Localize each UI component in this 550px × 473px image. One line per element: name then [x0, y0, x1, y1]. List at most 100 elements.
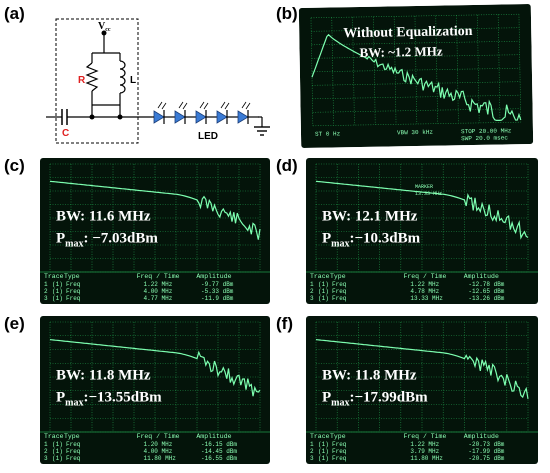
table-cell: 3	[44, 455, 48, 462]
table-cell: 1.22 MHz	[410, 441, 439, 448]
panel-label-d: (d)	[276, 156, 298, 175]
table-cell: Freq	[66, 455, 81, 462]
table-cell: Freq	[332, 448, 347, 455]
table-header: Trace	[44, 433, 64, 440]
led-diode	[174, 110, 186, 124]
grid-line	[311, 54, 520, 59]
table-header: Type	[64, 433, 80, 440]
led-diode	[195, 110, 207, 124]
table-cell: (1)	[318, 281, 329, 288]
table-cell: -13.26 dBm	[468, 295, 504, 302]
panel-label-c: (c)	[4, 156, 25, 175]
table-cell: -16.15 dBm	[201, 441, 237, 448]
table-header: Freq / Time	[137, 433, 180, 440]
table-cell: -20.73 dBm	[468, 441, 504, 448]
table-cell: -9.77 dBm	[201, 281, 234, 288]
pmax-label: Pmax:−17.99dBm	[322, 390, 428, 409]
table-cell: (1)	[52, 448, 63, 455]
table-cell: -17.99 dBm	[468, 448, 504, 455]
pmax-label: Pmax:−13.55dBm	[56, 390, 162, 409]
light-ray	[178, 101, 184, 109]
table-cell: 3	[310, 455, 314, 462]
table-cell: 1	[310, 441, 314, 448]
panel-label-b: (b)	[276, 4, 298, 23]
inductor-label: L	[130, 75, 136, 86]
light-ray	[224, 102, 230, 110]
led-diode	[216, 110, 228, 124]
table-cell: 1.22 MHz	[410, 281, 439, 288]
table-cell: -14.45 dBm	[201, 448, 237, 455]
dashed-box	[55, 18, 139, 144]
table-cell: (1)	[318, 441, 329, 448]
table-header: Amplitude	[196, 273, 231, 280]
grid-line	[393, 16, 397, 125]
grid-line	[312, 94, 521, 100]
table-cell: (1)	[52, 441, 63, 448]
led-label: LED	[198, 131, 218, 142]
scope-f-display: BW: 11.8 MHz Pmax:−17.99dBm Trace Type Freq …	[306, 316, 538, 464]
scope-c-display: BW: 11.6 MHz Pmax: −7.03dBm Trace Type Freq …	[40, 158, 270, 304]
table-cell: 3	[310, 295, 314, 302]
table-header: Trace	[310, 433, 330, 440]
footer-sweep: SWP 20.0 msec	[461, 134, 508, 142]
grid-line	[518, 14, 522, 123]
table-cell: 1.22 MHz	[144, 281, 173, 288]
table-cell: Freq	[66, 448, 81, 455]
table-cell: 4.77 MHz	[144, 295, 173, 302]
table-cell: 1	[310, 281, 314, 288]
table-header: Trace	[310, 273, 330, 280]
grid-line	[414, 16, 418, 124]
footer-stop: STOP 20.00 MHz	[461, 127, 512, 135]
table-cell: 2	[44, 448, 48, 455]
table-cell: Freq	[66, 288, 81, 295]
panel-label-e: (e)	[4, 314, 25, 333]
resistor-label: R	[78, 75, 86, 86]
table-cell: -5.33 dBm	[201, 288, 234, 295]
table-cell: 4.00 MHz	[144, 288, 173, 295]
table-cell: 2	[310, 448, 314, 455]
table-header: Amplitude	[196, 433, 231, 440]
grid-line	[311, 67, 520, 73]
table-cell: -12.65 dBm	[468, 288, 504, 295]
table-cell: 1	[44, 281, 48, 288]
table-cell: 2	[44, 288, 48, 295]
table-cell: Freq	[332, 295, 347, 302]
grid-line	[456, 15, 459, 124]
grid-line	[311, 27, 520, 32]
bw-label: BW: 12.1 MHz	[322, 209, 418, 225]
footer-vbw: VBW 30 kHz	[397, 129, 434, 137]
marker-value: 13.33 MHz	[415, 191, 442, 197]
grid-line	[497, 14, 501, 123]
spectrum-trace	[315, 339, 529, 400]
grid-line	[331, 17, 334, 126]
marker-label: MARKER	[415, 184, 433, 190]
table-cell: -20.75 dBm	[468, 455, 504, 462]
table-cell: 3	[44, 295, 48, 302]
table-cell: 2	[310, 288, 314, 295]
grid-line	[352, 17, 355, 126]
table-cell: 3.79 MHz	[410, 448, 439, 455]
caption-line2: BW: ~1.2 MHz	[359, 44, 442, 60]
table-cell: (1)	[52, 295, 63, 302]
capacitor-label: C	[62, 128, 69, 139]
grid-line	[435, 15, 438, 124]
spectrum-trace	[315, 180, 529, 240]
grid-line	[477, 14, 480, 123]
scope-d: BW: 12.1 MHz Pmax:−10.3dBm MARKER 13.33 MHz…	[306, 158, 538, 304]
inductor-symbol	[119, 60, 126, 94]
table-cell: 13.33 MHz	[410, 295, 443, 302]
table-header: Type	[330, 273, 346, 280]
table-cell: 11.80 MHz	[410, 455, 443, 462]
scope-b-display: Without Equalization BW: ~1.2 MHz ST 0 H…	[298, 3, 534, 149]
light-ray	[182, 102, 188, 110]
grid-line	[310, 17, 314, 126]
table-cell: Freq	[332, 455, 347, 462]
caption-line1: Without Equalization	[343, 24, 473, 41]
grid-line	[373, 16, 376, 125]
grid-line	[312, 121, 521, 127]
table-cell: (1)	[52, 455, 63, 462]
table-cell: 1.20 MHz	[144, 441, 173, 448]
table-header: Freq / Time	[403, 273, 446, 280]
light-ray	[245, 102, 251, 110]
